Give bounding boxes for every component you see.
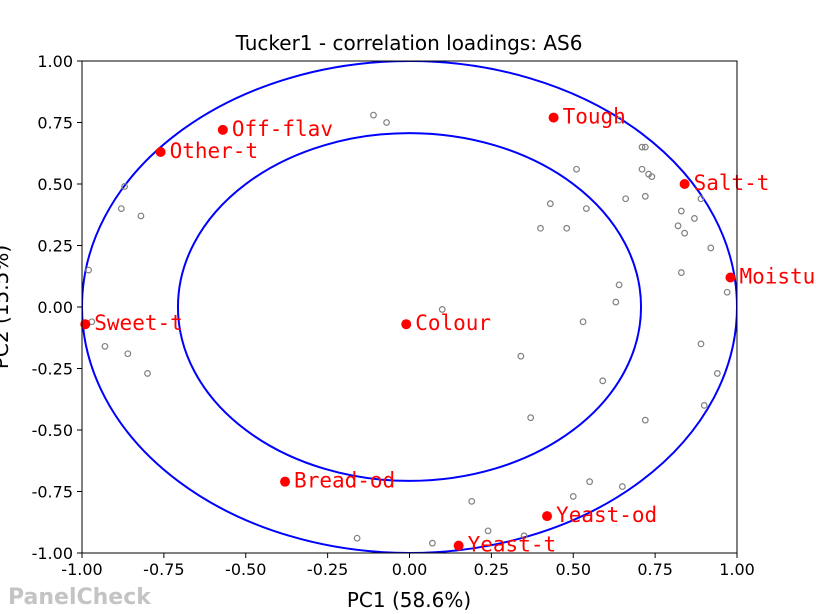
x-tick-label: 0.75 <box>637 560 673 579</box>
assessor-point <box>674 222 682 230</box>
attribute-label-bread-od: Bread-od <box>294 469 395 493</box>
assessor-point <box>124 350 132 358</box>
assessor-point <box>700 402 708 409</box>
attribute-point-sweet-t <box>80 319 91 330</box>
assessor-point <box>723 288 731 296</box>
y-tick-label: 0.50 <box>37 175 73 194</box>
plot-frame <box>81 60 738 554</box>
assessor-point <box>573 165 580 173</box>
assessor-point <box>520 532 528 540</box>
assessor-point <box>641 416 649 424</box>
assessor-point <box>370 111 377 119</box>
x-tick-label: -0.50 <box>225 560 266 579</box>
assessor-point <box>641 143 649 151</box>
x-tick-label: 1.00 <box>719 560 755 579</box>
assessor-point <box>615 281 623 289</box>
assessor-point <box>691 215 698 222</box>
y-tick-label: 0.75 <box>37 114 73 133</box>
attribute-point-colour <box>401 319 412 330</box>
correlation-circle-inner <box>176 132 643 482</box>
assessor-point <box>707 244 715 252</box>
attribute-point-tough <box>548 112 559 123</box>
attribute-label-tough: Tough <box>563 105 626 129</box>
attribute-label-salt-t: Salt-t <box>694 171 770 195</box>
assessor-point <box>429 539 436 547</box>
y-tick-label: 1.00 <box>37 52 73 71</box>
assessor-point <box>648 173 656 181</box>
assessor-point <box>677 207 685 215</box>
chart-title: Tucker1 - correlation loadings: AS6 <box>235 31 583 55</box>
assessor-point <box>137 212 145 220</box>
attribute-point-moistu <box>725 272 736 283</box>
x-tick-label: -0.25 <box>307 560 348 579</box>
assessor-point <box>615 116 623 124</box>
assessor-point <box>638 143 646 151</box>
attribute-point-off-flav <box>217 124 228 135</box>
attribute-label-other-t: Other-t <box>170 139 259 163</box>
assessor-point <box>85 266 92 274</box>
attribute-label-yeast-od: Yeast-od <box>556 503 657 527</box>
y-tick-label: -0.25 <box>32 360 73 379</box>
x-tick-label: 0.25 <box>474 560 510 579</box>
attribute-point-other-t <box>155 147 166 158</box>
assessor-point <box>697 195 705 203</box>
assessor-point <box>546 200 554 208</box>
x-tick-label: 0.00 <box>392 560 428 579</box>
assessor-point <box>117 205 125 213</box>
x-tick-label: -0.75 <box>143 560 184 579</box>
attribute-point-salt-t <box>679 179 690 189</box>
y-tick-label: -0.50 <box>32 421 73 440</box>
assessor-point <box>622 195 630 203</box>
assessor-point <box>438 306 446 313</box>
attribute-label-sweet-t: Sweet-t <box>94 311 183 335</box>
assessor-point <box>383 119 390 126</box>
attribute-point-yeast-od <box>542 511 553 522</box>
assessor-point <box>713 370 721 377</box>
assessor-point <box>144 370 151 377</box>
assessor-point <box>612 298 620 306</box>
assessor-point <box>697 340 705 348</box>
assessor-point <box>537 224 544 232</box>
y-tick-label: 0.00 <box>37 298 73 317</box>
panelcheck-watermark: PanelCheck <box>8 585 151 610</box>
assessor-point <box>586 478 594 486</box>
assessor-point <box>681 229 688 237</box>
assessor-point <box>121 183 128 190</box>
assessor-point <box>484 527 492 535</box>
attribute-label-colour: Colour <box>415 311 491 335</box>
assessor-point <box>582 205 590 213</box>
y-tick-label: -0.75 <box>32 483 73 502</box>
assessor-point <box>638 165 646 173</box>
y-axis-label: PC2 (15.5%) <box>0 245 13 369</box>
assessor-point <box>468 497 476 505</box>
assessor-point <box>641 192 649 200</box>
assessor-point <box>101 342 109 350</box>
x-axis-label: PC1 (58.6%) <box>347 588 471 612</box>
x-tick-label: 0.50 <box>555 560 591 579</box>
attribute-point-yeast-t <box>453 540 464 551</box>
assessor-point <box>563 224 571 232</box>
assessor-point <box>599 377 607 385</box>
assessor-point <box>618 483 626 490</box>
assessor-point <box>579 318 587 326</box>
assessor-point <box>517 352 525 360</box>
assessor-point <box>353 534 361 542</box>
y-tick-label: 0.25 <box>37 237 73 256</box>
x-tick-label: -1.00 <box>61 560 102 579</box>
assessor-point <box>569 493 577 500</box>
assessor-point <box>527 414 535 422</box>
attribute-label-moistu: Moistu <box>739 264 815 288</box>
y-tick-label: -1.00 <box>32 544 73 563</box>
attribute-label-off-flav: Off-flav <box>232 117 333 141</box>
attribute-point-bread-od <box>280 476 291 487</box>
assessor-point <box>677 269 685 276</box>
